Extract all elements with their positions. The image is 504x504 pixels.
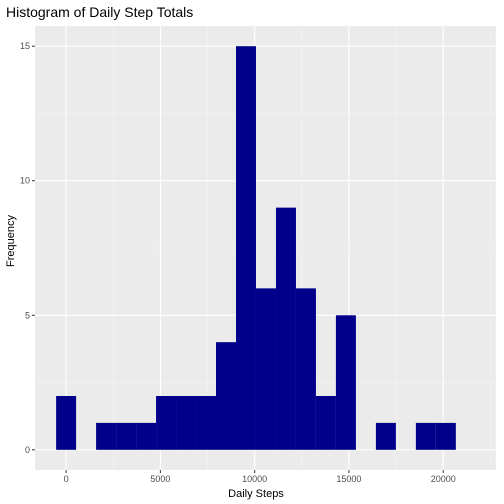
histogram-bar [96, 422, 117, 450]
x-axis-title: Daily Steps [228, 488, 284, 500]
histogram-bar [136, 422, 157, 450]
x-tick-label: 20000 [431, 474, 456, 484]
histogram-bar [415, 422, 436, 450]
x-tick-label: 10000 [242, 474, 267, 484]
chart-title: Histogram of Daily Step Totals [6, 4, 193, 20]
histogram-bar [56, 396, 77, 450]
histogram-bar [176, 396, 197, 450]
x-tick-label: 0 [64, 474, 69, 484]
y-tick-label: 10 [20, 176, 30, 186]
histogram-bars [56, 46, 456, 450]
histogram-bar [116, 422, 137, 450]
histogram-bar [375, 422, 396, 450]
y-tick-label: 5 [25, 310, 30, 320]
histogram-bar [235, 46, 256, 450]
y-tick-label: 15 [20, 41, 30, 51]
histogram-bar [275, 207, 296, 450]
histogram-bar [295, 288, 316, 450]
histogram-bar [156, 396, 177, 450]
histogram-bar [335, 315, 356, 450]
histogram-bar [196, 396, 217, 450]
histogram-bar [255, 288, 276, 450]
y-axis-title: Frequency [5, 215, 17, 267]
x-axis-ticks: 0 5000 10000 15000 20000 [64, 470, 456, 484]
histogram-bar [315, 396, 336, 450]
histogram-bar [435, 422, 456, 450]
y-axis-ticks: 0 5 10 15 [20, 41, 35, 455]
x-tick-label: 15000 [336, 474, 361, 484]
x-tick-label: 5000 [150, 474, 170, 484]
y-tick-label: 0 [25, 445, 30, 455]
histogram-bar [216, 342, 236, 450]
